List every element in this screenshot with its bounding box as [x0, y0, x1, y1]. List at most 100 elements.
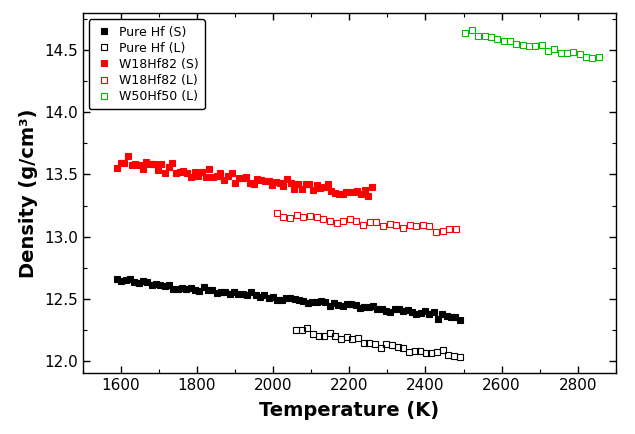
W50Hf50 (L): [487, 35, 495, 40]
Line: Pure Hf (L): Pure Hf (L): [293, 325, 462, 360]
W50Hf50 (L): [576, 52, 584, 57]
W50Hf50 (L): [551, 46, 558, 52]
W18Hf82 (S): [368, 184, 376, 190]
W50Hf50 (L): [474, 33, 482, 38]
Pure Hf (S): [269, 294, 277, 299]
W18Hf82 (L): [319, 216, 327, 221]
W18Hf82 (L): [406, 223, 413, 228]
Pure Hf (S): [421, 309, 429, 314]
W18Hf82 (S): [224, 173, 232, 178]
Pure Hf (L): [343, 334, 351, 339]
W18Hf82 (L): [399, 226, 406, 231]
Pure Hf (L): [292, 328, 300, 333]
Line: W18Hf82 (S): W18Hf82 (S): [114, 153, 375, 199]
Pure Hf (S): [326, 303, 333, 309]
W18Hf82 (S): [364, 193, 372, 198]
Pure Hf (L): [422, 351, 430, 356]
W18Hf82 (L): [452, 227, 460, 232]
Pure Hf (L): [366, 340, 373, 345]
W18Hf82 (L): [300, 214, 307, 220]
W18Hf82 (L): [425, 223, 433, 228]
W50Hf50 (L): [519, 42, 526, 47]
Pure Hf (L): [411, 348, 418, 353]
W18Hf82 (L): [352, 218, 360, 224]
Pure Hf (L): [444, 352, 452, 357]
Pure Hf (L): [304, 326, 311, 331]
Pure Hf (L): [371, 341, 379, 346]
Line: Pure Hf (S): Pure Hf (S): [114, 276, 462, 323]
W18Hf82 (L): [326, 218, 334, 224]
W18Hf82 (S): [113, 165, 121, 171]
W50Hf50 (L): [595, 54, 603, 59]
W18Hf82 (L): [379, 223, 387, 228]
W50Hf50 (L): [531, 44, 539, 49]
W50Hf50 (L): [557, 50, 565, 56]
Pure Hf (L): [439, 347, 446, 352]
Pure Hf (L): [417, 349, 424, 354]
W50Hf50 (L): [506, 39, 514, 44]
W18Hf82 (L): [286, 215, 294, 220]
W18Hf82 (L): [306, 213, 314, 218]
Pure Hf (L): [428, 350, 436, 355]
Pure Hf (L): [320, 333, 328, 339]
W50Hf50 (L): [544, 49, 552, 54]
W18Hf82 (S): [124, 153, 131, 158]
Pure Hf (L): [298, 327, 305, 332]
Pure Hf (L): [315, 333, 323, 338]
Pure Hf (L): [331, 333, 339, 338]
Pure Hf (L): [354, 335, 362, 340]
W18Hf82 (L): [373, 220, 380, 225]
Pure Hf (S): [126, 276, 134, 282]
W18Hf82 (L): [293, 212, 300, 217]
W18Hf82 (S): [150, 162, 157, 167]
W18Hf82 (L): [419, 222, 427, 227]
Pure Hf (L): [450, 353, 458, 358]
X-axis label: Temperature (K): Temperature (K): [259, 401, 439, 421]
Pure Hf (S): [352, 302, 359, 307]
Pure Hf (L): [388, 342, 396, 348]
W50Hf50 (L): [570, 49, 577, 55]
W18Hf82 (L): [339, 219, 347, 224]
Pure Hf (L): [360, 340, 368, 345]
W18Hf82 (L): [386, 221, 394, 227]
Line: W50Hf50 (L): W50Hf50 (L): [463, 28, 601, 60]
W50Hf50 (L): [589, 55, 596, 60]
W50Hf50 (L): [500, 39, 507, 44]
W18Hf82 (L): [432, 229, 440, 234]
W18Hf82 (L): [273, 210, 281, 215]
Line: W18Hf82 (L): W18Hf82 (L): [274, 210, 458, 234]
W18Hf82 (L): [439, 229, 446, 234]
W18Hf82 (L): [446, 226, 453, 231]
Pure Hf (L): [337, 336, 345, 341]
Pure Hf (L): [349, 336, 356, 342]
Pure Hf (L): [382, 342, 390, 347]
W18Hf82 (L): [279, 214, 287, 219]
Y-axis label: Density (g/cm³): Density (g/cm³): [19, 108, 38, 278]
W18Hf82 (L): [333, 220, 340, 226]
Pure Hf (L): [309, 331, 317, 336]
Pure Hf (S): [321, 299, 329, 305]
W18Hf82 (S): [335, 191, 343, 197]
W50Hf50 (L): [493, 36, 501, 42]
W50Hf50 (L): [538, 42, 545, 47]
W50Hf50 (L): [512, 42, 520, 47]
W18Hf82 (S): [257, 178, 265, 183]
W50Hf50 (L): [462, 31, 469, 36]
W50Hf50 (L): [481, 33, 488, 39]
W50Hf50 (L): [582, 54, 590, 59]
W50Hf50 (L): [563, 50, 571, 55]
Pure Hf (S): [456, 318, 464, 323]
W18Hf82 (L): [346, 216, 354, 221]
Pure Hf (L): [377, 345, 384, 350]
Pure Hf (S): [338, 303, 346, 308]
Pure Hf (S): [113, 277, 121, 282]
Pure Hf (L): [405, 349, 413, 355]
W18Hf82 (L): [366, 220, 373, 225]
W18Hf82 (S): [176, 170, 184, 175]
Pure Hf (L): [399, 345, 407, 351]
W18Hf82 (L): [359, 222, 367, 227]
W18Hf82 (L): [392, 222, 400, 227]
W18Hf82 (S): [194, 174, 202, 179]
W50Hf50 (L): [525, 43, 533, 49]
Pure Hf (L): [394, 344, 401, 349]
